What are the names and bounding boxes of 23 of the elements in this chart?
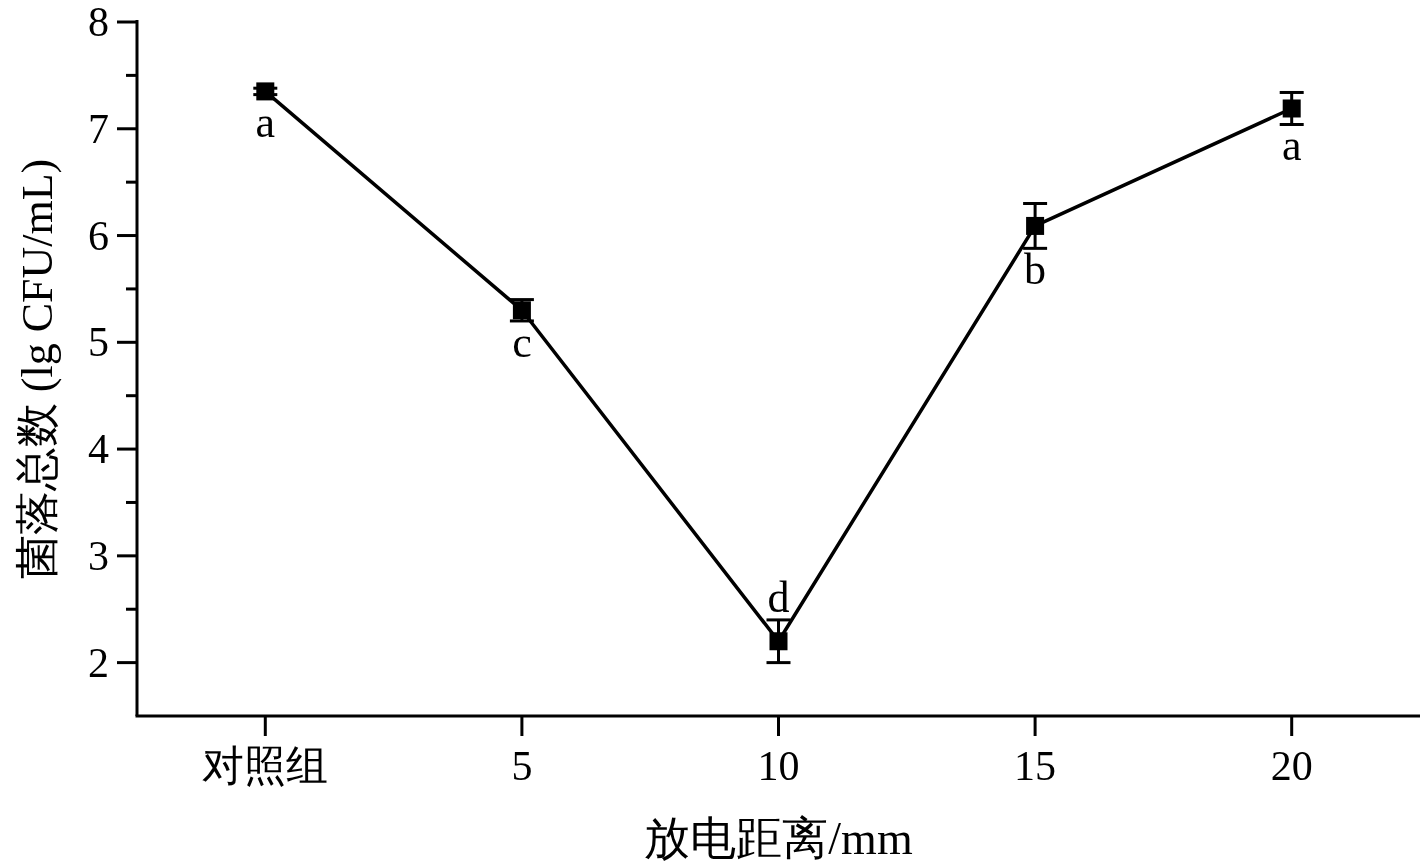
y-axis-title: 菌落总数 (lg CFU/mL): [13, 158, 62, 580]
x-axis-title: 放电距离/mm: [644, 813, 913, 862]
y-tick-label: 7: [88, 105, 109, 152]
annotation: a: [255, 98, 276, 148]
point: [1026, 216, 1045, 235]
point: [1282, 99, 1301, 118]
x-tick-label: 15: [1014, 743, 1057, 789]
annotation: a: [1281, 121, 1302, 171]
annotation: c: [512, 317, 532, 367]
annotation: d: [767, 572, 790, 622]
x-tick-label: 20: [1270, 743, 1313, 789]
x-tick-label: 对照组: [202, 743, 329, 789]
y-tick-label: 3: [88, 532, 109, 579]
x-tick-label: 10: [757, 743, 800, 789]
annotation: b: [1024, 245, 1047, 295]
y-tick-label: 2: [88, 639, 109, 686]
x-tick-label: 5: [511, 743, 533, 789]
y-tick-label: 4: [88, 426, 109, 473]
y-tick-label: 8: [88, 0, 109, 45]
point: [769, 632, 788, 651]
y-tick-label: 5: [88, 319, 109, 366]
y-tick-label: 6: [88, 212, 109, 259]
point: [256, 82, 275, 101]
